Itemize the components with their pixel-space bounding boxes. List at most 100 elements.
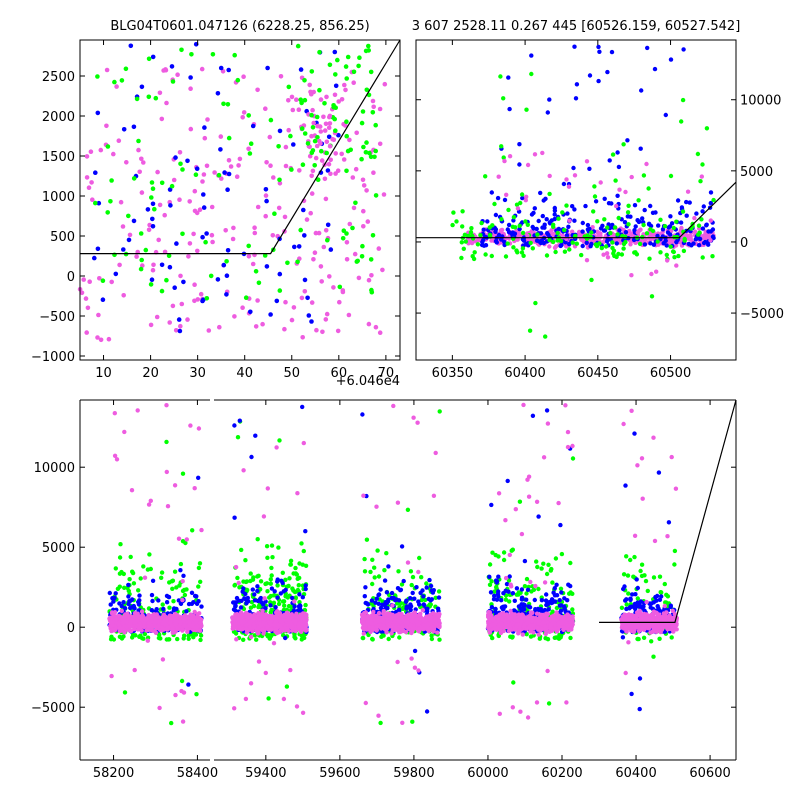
data-point [575, 242, 579, 246]
data-point [137, 593, 141, 597]
data-point [263, 214, 268, 219]
data-point [109, 674, 113, 678]
data-point [376, 714, 380, 718]
data-point [605, 251, 609, 255]
data-point [263, 596, 267, 600]
data-point [251, 578, 255, 582]
data-point [161, 657, 165, 661]
data-point [483, 174, 487, 178]
data-point [109, 280, 114, 285]
data-point [232, 53, 237, 58]
data-point [194, 172, 199, 177]
data-point [182, 617, 186, 621]
data-point [429, 598, 433, 602]
data-point [506, 75, 510, 79]
data-point [562, 228, 566, 232]
data-point [138, 623, 142, 627]
data-point [115, 457, 119, 461]
data-point [340, 97, 345, 102]
data-point [96, 111, 101, 116]
data-point [196, 584, 200, 588]
data-point [165, 470, 169, 474]
data-point [504, 254, 508, 258]
data-point [694, 211, 698, 215]
data-point [370, 582, 374, 586]
data-point [288, 562, 292, 566]
data-point [319, 97, 324, 102]
data-point [405, 604, 409, 608]
data-point [647, 257, 651, 261]
data-point [588, 73, 592, 77]
data-point [199, 604, 203, 608]
data-point [404, 599, 408, 603]
data-point [182, 623, 186, 627]
x-tick-label: 50 [283, 366, 300, 381]
data-point [276, 144, 281, 149]
data-point [253, 434, 257, 438]
data-point [257, 659, 261, 663]
data-point [371, 99, 376, 104]
data-point [269, 566, 273, 570]
data-point [256, 574, 260, 578]
data-point [296, 577, 300, 581]
data-point [267, 633, 271, 637]
data-point [131, 571, 135, 575]
data-point [171, 599, 175, 603]
data-point [285, 261, 290, 266]
data-point [643, 242, 647, 246]
data-point [638, 242, 642, 246]
data-point [357, 276, 362, 281]
data-point [653, 67, 657, 71]
data-point [113, 411, 117, 415]
data-point [499, 144, 503, 148]
data-point [154, 96, 159, 101]
data-point [396, 501, 400, 505]
data-point [259, 623, 263, 627]
data-point [225, 273, 230, 278]
data-point [451, 210, 455, 214]
y-tick-label: 2500 [42, 70, 75, 85]
data-point [503, 198, 507, 202]
data-point [352, 70, 357, 75]
data-point [480, 243, 484, 247]
data-point [121, 247, 126, 252]
data-point [151, 268, 156, 273]
data-point [417, 556, 421, 560]
data-point [615, 194, 619, 198]
data-point [424, 581, 428, 585]
data-point [311, 169, 316, 174]
data-point [303, 625, 307, 629]
data-point [293, 629, 297, 633]
data-point [636, 230, 640, 234]
data-point [124, 613, 128, 617]
data-point [122, 430, 126, 434]
data-point [217, 325, 222, 330]
data-point [553, 250, 557, 254]
data-point [234, 637, 238, 641]
data-point [299, 67, 304, 72]
data-point [192, 299, 197, 304]
data-point [369, 70, 374, 75]
data-point [133, 668, 137, 672]
x-tick-label: 20 [142, 366, 159, 381]
data-point [610, 240, 614, 244]
data-point [333, 105, 338, 110]
data-point [121, 224, 126, 229]
data-point [324, 122, 329, 127]
data-point [181, 579, 185, 583]
data-point [405, 620, 409, 624]
y-tick-label: 2000 [42, 110, 75, 125]
data-point [529, 53, 533, 57]
data-point [128, 621, 132, 625]
data-point [290, 95, 295, 100]
data-point [185, 317, 190, 322]
data-point [406, 508, 410, 512]
data-point [636, 198, 640, 202]
data-point [436, 607, 440, 611]
data-point [291, 588, 295, 592]
data-point [225, 187, 230, 192]
data-point [580, 229, 584, 233]
data-point [173, 570, 177, 574]
data-point [217, 173, 222, 178]
x-tick-label: 30 [189, 366, 206, 381]
